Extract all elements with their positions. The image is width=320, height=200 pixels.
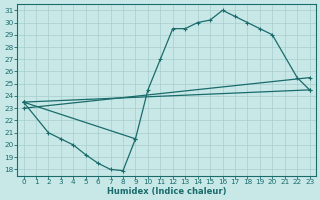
X-axis label: Humidex (Indice chaleur): Humidex (Indice chaleur) [107, 187, 226, 196]
